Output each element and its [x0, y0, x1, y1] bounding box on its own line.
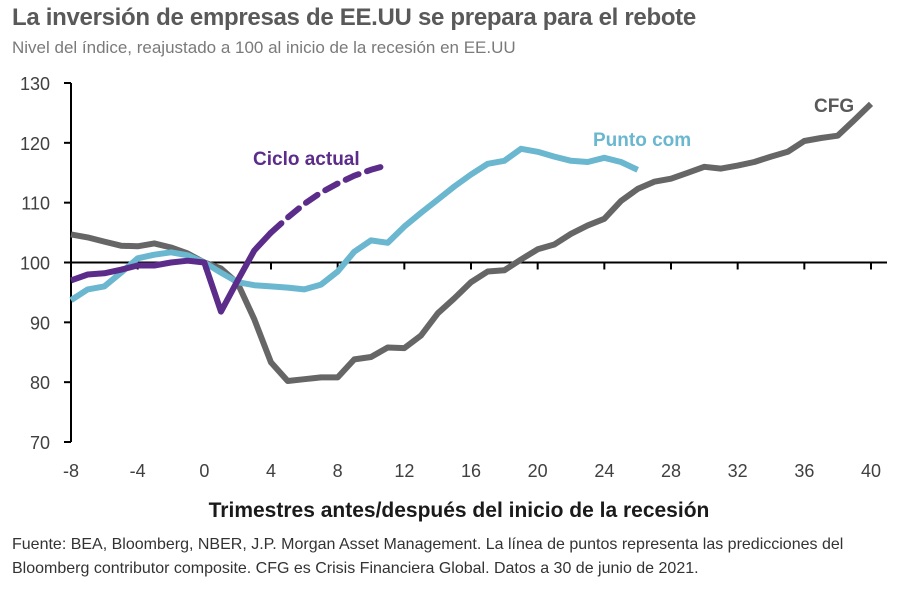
line-chart: 70 80 90 100 110 120 130 -8 -4 0 4 8 12 16 20 24 28 32 36… [20, 74, 887, 522]
x-tick-label: -8 [63, 461, 79, 481]
y-tick-label: 100 [20, 254, 50, 274]
x-tick-label: 12 [394, 461, 414, 481]
x-axis-title: Trimestres antes/después del inicio de l… [209, 499, 710, 522]
series-line-ciclo-actual [70, 230, 274, 315]
x-tick-label: 8 [333, 461, 343, 481]
series-line-cfg [70, 101, 874, 384]
series-line-ciclo-actual-prevision [268, 162, 391, 236]
y-tick-label: 110 [21, 194, 50, 214]
series-labels: Ciclo actual Punto com CFG [253, 96, 854, 170]
series-label-ciclo-actual: Ciclo actual [253, 149, 360, 170]
x-tick-label: 24 [594, 461, 614, 481]
x-tick-label: 4 [266, 461, 276, 481]
x-tick-label: 0 [199, 461, 209, 481]
y-tick-label: 90 [30, 313, 50, 333]
x-tick-label: 32 [728, 461, 748, 481]
x-tick-label: 28 [661, 461, 681, 481]
y-tick-label: 70 [30, 433, 50, 453]
x-tick-label: -4 [130, 461, 146, 481]
x-tick-label: 36 [794, 461, 814, 481]
chart-subtitle: Nivel del índice, reajustado a 100 al in… [12, 38, 516, 57]
x-tick-label: 20 [528, 461, 548, 481]
y-tick-label: 120 [20, 134, 50, 154]
x-tick-label: 40 [861, 461, 881, 481]
y-axis: 70 80 90 100 110 120 130 [20, 74, 72, 453]
y-tick-label: 130 [20, 74, 50, 94]
series-label-cfg: CFG [814, 96, 854, 117]
series-label-punto-com: Punto com [593, 130, 691, 151]
x-tick-label: 16 [461, 461, 481, 481]
y-tick-label: 80 [30, 373, 50, 393]
series-layer [69, 101, 874, 384]
x-axis: -8 -4 0 4 8 12 16 20 24 28 32 36 40 [63, 261, 887, 481]
footnote: Fuente: BEA, Bloomberg, NBER, J.P. Morga… [12, 536, 844, 577]
series-line-punto-com [69, 145, 639, 303]
chart-title: La inversión de empresas de EE.UU se pre… [12, 4, 696, 31]
